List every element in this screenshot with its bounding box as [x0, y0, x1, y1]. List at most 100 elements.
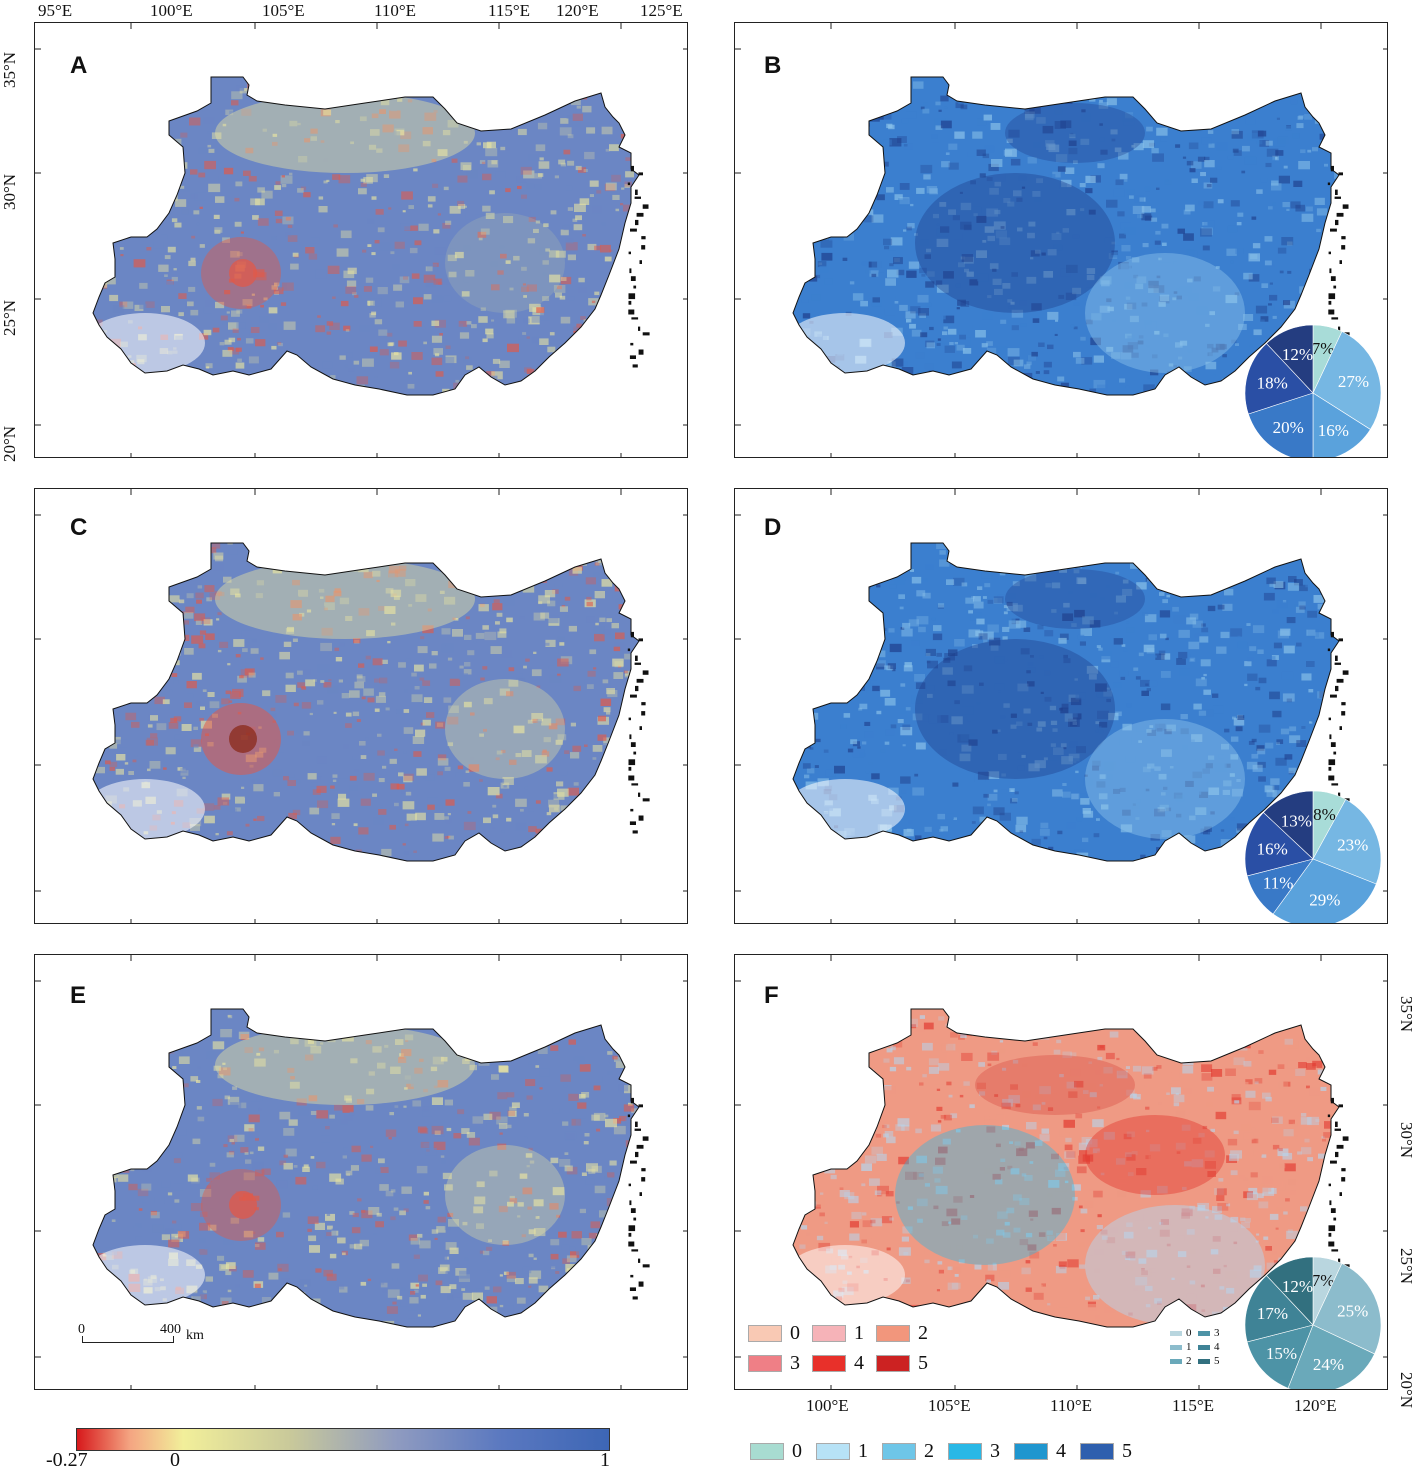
raster-cell [1195, 807, 1207, 815]
raster-cell [624, 550, 636, 559]
raster-cell [1132, 803, 1140, 809]
raster-cell [178, 599, 185, 604]
raster-cell [1036, 727, 1043, 732]
raster-cell [486, 1246, 493, 1251]
raster-cell [1043, 836, 1048, 840]
raster-cell [420, 636, 425, 640]
raster-cell [1297, 116, 1303, 120]
raster-cell [435, 371, 444, 377]
raster-cell [907, 760, 919, 769]
raster-cell [207, 692, 215, 697]
raster-cell [884, 1317, 889, 1320]
raster-cell [1097, 1044, 1106, 1051]
raster-cell [382, 765, 387, 769]
raster-cell [1114, 147, 1122, 153]
raster-cell [1276, 600, 1288, 609]
raster-cell [916, 1247, 925, 1254]
raster-cell [1182, 653, 1191, 660]
raster-cell [526, 1165, 530, 1168]
raster-cell [567, 787, 579, 796]
raster-cell [152, 1224, 164, 1233]
raster-cell [904, 335, 909, 339]
raster-cell [993, 597, 1003, 604]
raster-cell [190, 739, 202, 748]
raster-cell [316, 1031, 329, 1041]
raster-cell [1294, 604, 1299, 608]
raster-cell [115, 863, 123, 868]
raster-cell [462, 110, 471, 116]
raster-cell [345, 851, 353, 857]
raster-cell [109, 225, 118, 232]
raster-cell [807, 610, 817, 617]
raster-cell [1113, 638, 1123, 645]
raster-cell [288, 1020, 299, 1028]
raster-cell [578, 286, 588, 293]
raster-cell [903, 229, 907, 232]
raster-cell [466, 1317, 475, 1323]
raster-cell [303, 192, 311, 198]
raster-cell [959, 337, 971, 346]
raster-cell [371, 252, 376, 256]
raster-cell [173, 716, 182, 722]
raster-cell [425, 266, 433, 272]
raster-cell [940, 826, 948, 832]
raster-cell [912, 81, 924, 89]
island [629, 734, 632, 740]
raster-cell [893, 257, 903, 265]
raster-cell [1189, 168, 1196, 173]
raster-cell [876, 660, 886, 667]
raster-cell [510, 1018, 519, 1024]
raster-cell [793, 241, 799, 246]
raster-cell [466, 321, 472, 325]
raster-cell [960, 221, 972, 230]
raster-cell [224, 290, 231, 295]
raster-cell [465, 270, 475, 277]
raster-cell [856, 638, 861, 642]
raster-cell [338, 91, 343, 94]
raster-cell [490, 261, 498, 267]
raster-cell [188, 286, 196, 292]
raster-cell [871, 773, 880, 780]
raster-cell [910, 851, 915, 855]
raster-cell [453, 740, 461, 745]
raster-cell [216, 618, 220, 621]
raster-cell [391, 352, 402, 360]
raster-cell [871, 556, 882, 564]
raster-cell [1243, 314, 1254, 321]
raster-cell [846, 544, 855, 550]
island [639, 726, 642, 730]
raster-cell [491, 1074, 499, 1080]
raster-cell [949, 342, 954, 346]
raster-cell [944, 1075, 955, 1083]
raster-cell [297, 188, 304, 193]
raster-cell [1282, 202, 1290, 208]
raster-cell [956, 307, 960, 310]
raster-cell [109, 767, 116, 771]
raster-cell [587, 670, 596, 677]
raster-cell [464, 662, 471, 667]
raster-cell [334, 588, 341, 593]
raster-cell [361, 1154, 372, 1162]
raster-cell [928, 715, 941, 724]
raster-cell [601, 795, 604, 798]
raster-cell [521, 750, 532, 757]
raster-cell [97, 835, 109, 844]
raster-cell [431, 357, 443, 366]
island [1335, 655, 1338, 661]
raster-cell [520, 568, 525, 572]
raster-cell [435, 721, 446, 729]
raster-cell [470, 712, 475, 716]
raster-cell [859, 752, 866, 757]
raster-cell [1133, 274, 1139, 279]
raster-cell [566, 1255, 577, 1263]
raster-cell [516, 677, 526, 685]
raster-cell [170, 82, 179, 89]
map-svg [35, 23, 687, 457]
raster-cell [501, 646, 505, 649]
raster-cell [377, 287, 388, 295]
raster-cell [1231, 546, 1238, 552]
raster-cell [588, 346, 594, 350]
raster-cell [374, 319, 383, 325]
raster-cell [1103, 90, 1113, 98]
island [642, 204, 649, 209]
